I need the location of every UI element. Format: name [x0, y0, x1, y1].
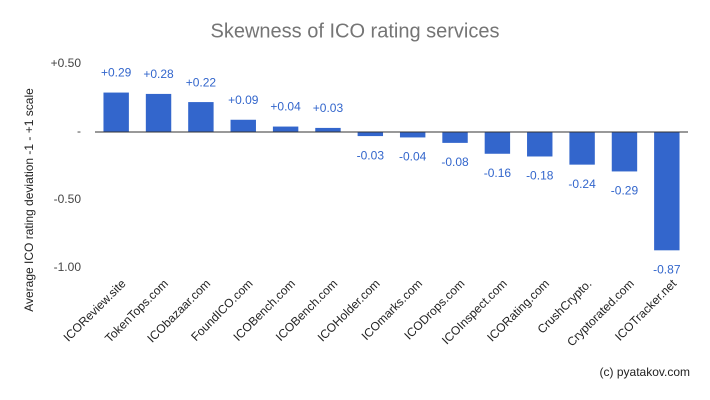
bar [230, 119, 256, 132]
bar [527, 132, 553, 157]
value-label: +0.22 [186, 75, 217, 89]
value-label: -0.16 [484, 166, 512, 180]
value-label: -0.87 [653, 262, 681, 276]
bar [442, 132, 468, 143]
value-label: +0.03 [313, 101, 344, 115]
bar [357, 132, 384, 137]
y-tick-label: - [77, 124, 81, 138]
value-label: -0.18 [526, 169, 554, 183]
value-label: -0.03 [357, 148, 385, 162]
bar [611, 132, 638, 172]
value-label: -0.24 [568, 177, 596, 191]
value-label: +0.09 [228, 93, 259, 107]
y-tick-label: -1.00 [54, 260, 82, 274]
bar [188, 102, 214, 132]
y-tick-label: +0.50 [51, 56, 82, 70]
y-axis-label: Average ICO rating deviation -1 - +1 sca… [22, 88, 36, 312]
value-label: -0.08 [441, 155, 469, 169]
chart-title: Skewness of ICO rating services [211, 20, 500, 42]
bar [484, 132, 511, 154]
bar [103, 92, 129, 132]
value-label: +0.28 [143, 67, 174, 81]
bar [399, 132, 426, 138]
value-label: -0.04 [399, 150, 427, 164]
bar [569, 132, 595, 165]
bar [315, 127, 341, 132]
bar [272, 126, 299, 132]
bar [145, 93, 172, 132]
annotation: (c) pyatakov.com [600, 365, 690, 379]
bar [654, 132, 680, 251]
y-tick-label: -0.50 [54, 192, 82, 206]
value-label: +0.29 [101, 66, 132, 80]
value-label: +0.04 [270, 100, 301, 114]
value-label: -0.29 [611, 184, 639, 198]
